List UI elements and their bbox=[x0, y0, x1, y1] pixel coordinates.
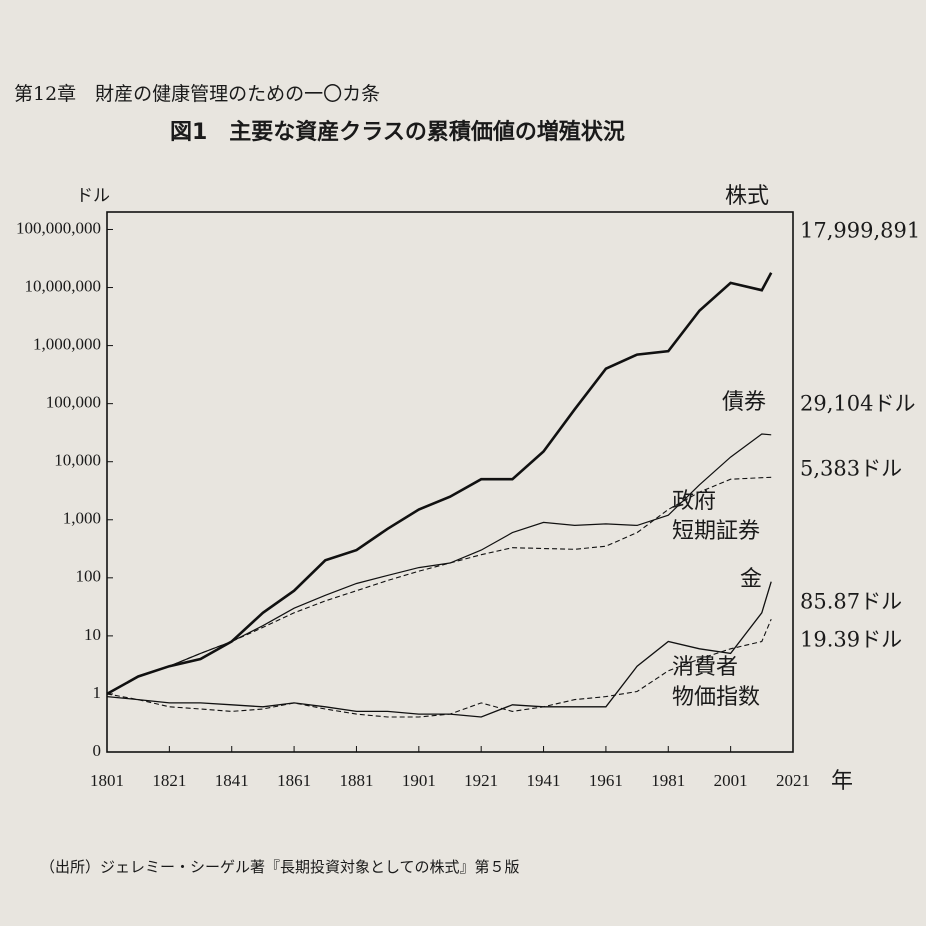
x-tick-label: 1961 bbox=[589, 771, 623, 790]
series-line bbox=[106, 272, 773, 696]
x-tick-label: 1841 bbox=[215, 771, 249, 790]
y-tick-label: 100,000 bbox=[46, 393, 101, 412]
x-unit: 年 bbox=[831, 769, 853, 794]
y-tick-label: 10,000,000 bbox=[25, 276, 102, 295]
y-tick-label: 1,000 bbox=[63, 509, 101, 528]
y-tick-label: 100,000,000 bbox=[16, 218, 101, 237]
y-tick-label: 10 bbox=[84, 625, 101, 644]
end-value-label: 5,383ドル bbox=[800, 457, 902, 481]
x-tick-label: 1901 bbox=[402, 771, 436, 790]
x-tick-label: 1881 bbox=[339, 771, 373, 790]
y-tick-label: 0 bbox=[93, 741, 102, 760]
series-line bbox=[106, 476, 772, 695]
end-value-label: 85.87ドル bbox=[800, 590, 902, 614]
y-unit: ドル bbox=[76, 186, 110, 205]
series-name: 金 bbox=[740, 567, 762, 592]
y-tick-label: 1 bbox=[93, 683, 102, 702]
x-tick-label: 1981 bbox=[651, 771, 685, 790]
chart-title: 図1 主要な資産クラスの累積価値の増殖状況 bbox=[170, 119, 625, 145]
x-tick-label: 2021 bbox=[776, 771, 810, 790]
x-tick-label: 2001 bbox=[714, 771, 748, 790]
series-name: 消費者物価指数 bbox=[672, 655, 760, 710]
series-name: 株式 bbox=[725, 184, 769, 209]
end-value-label: 17,999,891 bbox=[800, 219, 920, 243]
y-tick-label: 10,000 bbox=[54, 451, 101, 470]
x-tick-label: 1821 bbox=[152, 771, 186, 790]
x-tick-label: 1861 bbox=[277, 771, 311, 790]
y-tick-label: 1,000,000 bbox=[33, 334, 101, 353]
x-tick-label: 1801 bbox=[90, 771, 124, 790]
source-note: （出所）ジェレミー・シーゲル著『長期投資対象としての株式』第５版 bbox=[40, 858, 520, 876]
chapter-header: 第12章 財産の健康管理のための一〇カ条 bbox=[14, 83, 380, 105]
series-line bbox=[106, 618, 772, 718]
x-tick-label: 1941 bbox=[527, 771, 561, 790]
y-tick-label: 100 bbox=[76, 567, 102, 586]
series-name: 債券 bbox=[722, 390, 766, 415]
series-name: 政府短期証券 bbox=[672, 489, 760, 544]
end-value-label: 29,104ドル bbox=[800, 392, 915, 416]
x-tick-label: 1921 bbox=[464, 771, 498, 790]
plot-frame bbox=[106, 211, 794, 753]
end-value-label: 19.39ドル bbox=[800, 628, 902, 652]
